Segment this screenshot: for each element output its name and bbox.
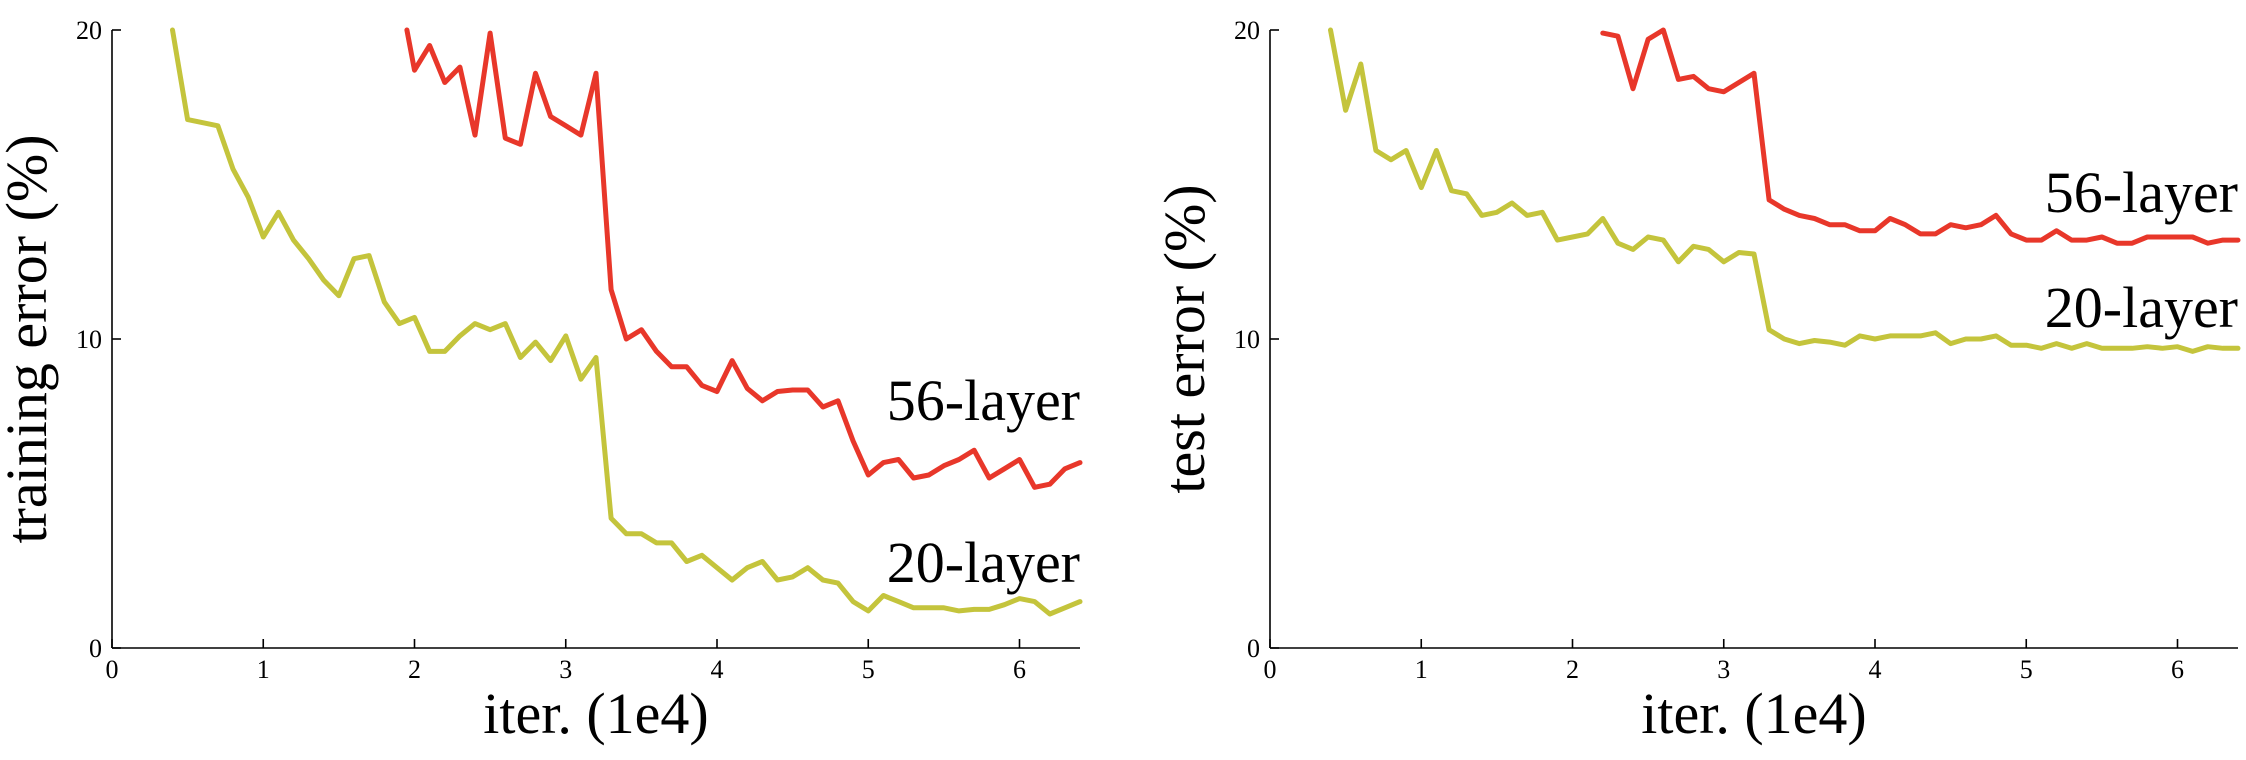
chart-panel-2: 0 1 2 3 4 5 6 0 10 20 iter. (1e4) test error (%) 56-… [1152, 16, 2241, 746]
series-label-56-layer: 56-layer [2045, 160, 2238, 225]
x-tick-label: 0 [106, 655, 119, 684]
y-axis-title: training error (%) [0, 134, 59, 543]
x-tick-label: 5 [862, 655, 875, 684]
x-tick-label: 2 [1566, 655, 1579, 684]
x-tick-label: 3 [1717, 655, 1730, 684]
x-tick-label: 5 [2020, 655, 2033, 684]
y-tick-label: 0 [89, 634, 102, 663]
x-tick-label: 6 [2171, 655, 2184, 684]
x-tick-label: 1 [257, 655, 270, 684]
y-tick-label: 10 [1234, 325, 1260, 354]
x-tick-label: 1 [1415, 655, 1428, 684]
y-tick-label: 20 [76, 16, 102, 45]
x-tick-label: 4 [711, 655, 724, 684]
x-axis-title: iter. (1e4) [483, 681, 708, 746]
series-label-20-layer: 20-layer [2045, 275, 2238, 340]
y-tick-label: 20 [1234, 16, 1260, 45]
series-label-20-layer: 20-layer [887, 530, 1080, 595]
x-tick-label: 6 [1013, 655, 1026, 684]
x-tick-label: 3 [559, 655, 572, 684]
series-label-56-layer: 56-layer [887, 368, 1080, 433]
series-line-20-layer [1328, 27, 2241, 354]
series-line-56-layer [404, 27, 1083, 490]
series-line-56-layer [1600, 27, 2241, 246]
x-axis-title: iter. (1e4) [1641, 681, 1866, 746]
chart-panel-1: 0 1 2 3 4 5 6 0 10 20 iter. (1e4) training error (%… [0, 16, 1083, 746]
x-tick-label: 0 [1264, 655, 1277, 684]
series-line-20-layer [170, 27, 1083, 617]
x-tick-label: 4 [1869, 655, 1882, 684]
x-tick-label: 2 [408, 655, 421, 684]
y-axis-title: test error (%) [1152, 184, 1217, 493]
y-tick-label: 10 [76, 325, 102, 354]
y-tick-label: 0 [1247, 634, 1260, 663]
